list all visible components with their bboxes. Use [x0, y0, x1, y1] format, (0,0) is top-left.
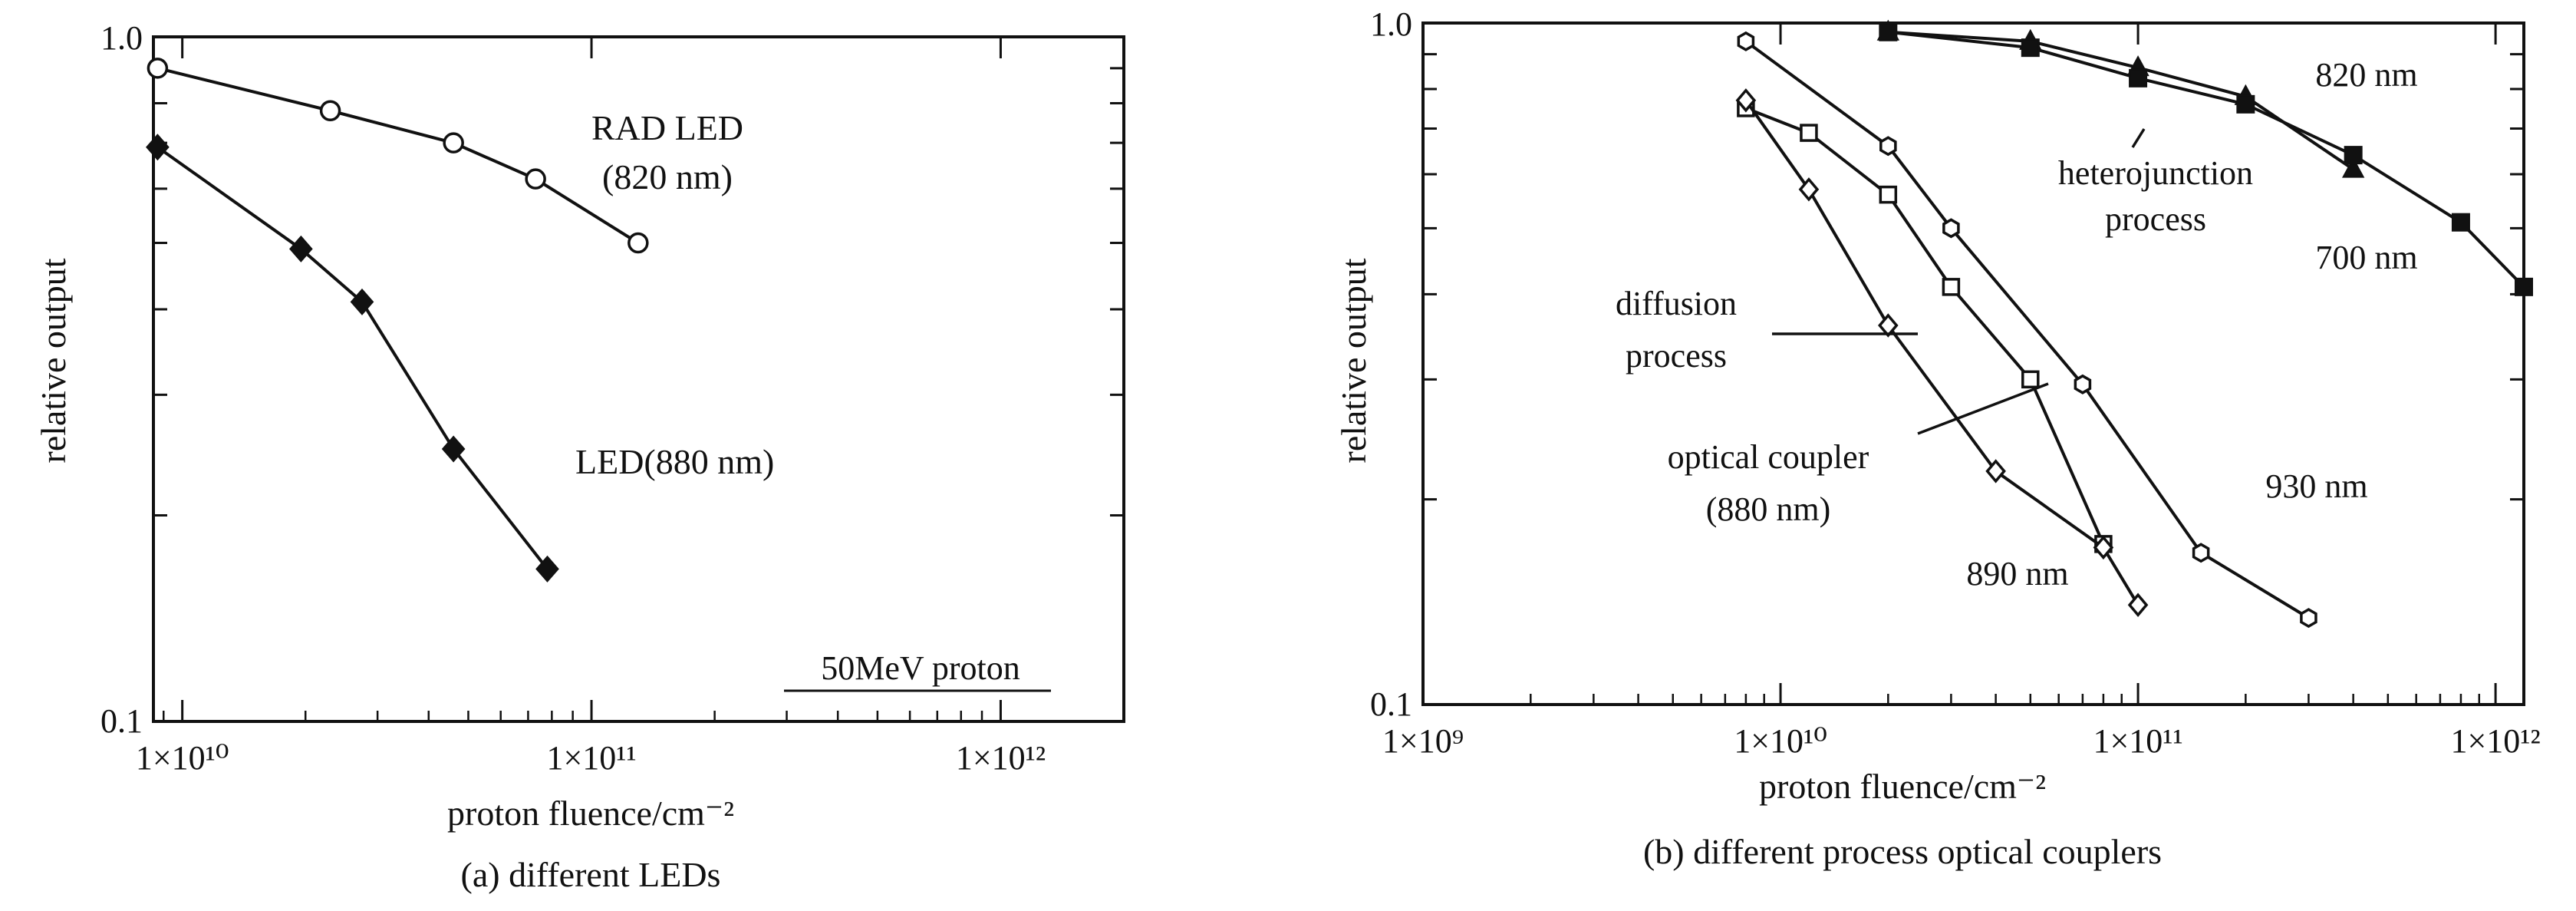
series-line: [156, 66, 639, 245]
data-point: [1942, 278, 1961, 296]
x-tick-label: 1×10¹¹: [2093, 722, 2182, 760]
annotation-label: (880 nm): [1706, 490, 1831, 528]
annotation-leader-line: [1917, 382, 2049, 435]
x-tick-label: 1×10¹⁰: [136, 739, 229, 777]
data-point: [147, 58, 169, 79]
annotation-label: 930 nm: [2265, 467, 2367, 505]
series-led-880-nm-: [146, 134, 559, 583]
data-point: [1942, 218, 1960, 239]
data-point: [2129, 68, 2148, 87]
series-700-nm: [1879, 22, 2533, 296]
x-axis-label: proton fluence/cm⁻²: [447, 794, 734, 833]
data-point: [1737, 31, 1755, 51]
plot-frame: [1421, 21, 2525, 706]
series-line: [1744, 99, 2140, 606]
y-tick-label: 0.1: [100, 702, 143, 740]
series-line: [1745, 107, 2105, 545]
data-point: [2021, 370, 2040, 389]
data-point: [2192, 543, 2210, 563]
data-point: [1879, 22, 1898, 41]
data-point: [628, 232, 649, 254]
series-890-nm: [1735, 88, 2149, 617]
panel-caption: (a) different LEDs: [461, 855, 721, 894]
series-line: [1744, 40, 2310, 619]
y-tick-label: 1.0: [1370, 5, 1412, 43]
annotation-label: 890 nm: [1966, 555, 2068, 592]
series-rad-led-820-nm-: [147, 58, 649, 254]
x-tick-label: 1×10¹²: [2450, 722, 2540, 760]
data-point: [319, 100, 341, 122]
data-point: [1879, 185, 1898, 204]
annotation-label: RAD LED: [591, 108, 743, 147]
data-point: [2021, 38, 2040, 58]
y-tick-label: 1.0: [100, 19, 143, 57]
series-930-nm: [1737, 31, 2317, 629]
annotation-label: process: [1626, 337, 1727, 375]
annotation-label: process: [2105, 200, 2206, 238]
data-point: [1878, 313, 1899, 338]
plot-frame: [152, 35, 1125, 723]
data-point: [535, 555, 559, 583]
data-point: [350, 288, 374, 315]
x-tick-label: 1×10⁹: [1382, 722, 1464, 760]
data-point: [1879, 136, 1897, 157]
data-point: [2093, 535, 2114, 560]
chart-panel-a: 1×10¹⁰ 1×10¹¹ 1×10¹² 0.1 1.0 proton fluence/c…: [34, 19, 1125, 894]
x-tick-label: 1×10¹¹: [546, 739, 636, 777]
annotation-label: diffusion: [1616, 285, 1737, 322]
data-point: [2300, 608, 2317, 629]
data-point: [2451, 213, 2470, 232]
data-point: [443, 132, 464, 153]
annotation-label: 700 nm: [2315, 239, 2417, 276]
annotation-label: optical coupler: [1668, 438, 1869, 476]
series-line: [156, 146, 549, 570]
y-axis-label: relative output: [1334, 258, 1373, 463]
data-point: [289, 235, 313, 262]
annotation-leader-line: [2131, 128, 2146, 148]
data-point: [525, 168, 546, 190]
y-axis-label: relative output: [34, 258, 73, 463]
x-tick-label: 1×10¹⁰: [1734, 722, 1827, 760]
annotation-label: 820 nm: [2315, 56, 2417, 94]
data-point: [2127, 592, 2149, 617]
annotation-label: LED(880 nm): [575, 442, 774, 481]
series-line: [1888, 30, 2354, 171]
annotation-label: 50MeV proton: [821, 649, 1020, 687]
data-point: [2236, 94, 2255, 114]
data-point: [2344, 146, 2363, 165]
data-point: [1798, 177, 1820, 202]
data-point: [2341, 157, 2365, 178]
x-tick-label: 1×10¹²: [956, 739, 1046, 777]
data-point: [146, 134, 170, 161]
panel-caption: (b) different process optical couplers: [1643, 832, 2162, 871]
data-point: [1735, 88, 1757, 113]
annotation-label: heterojunction: [2058, 154, 2253, 192]
annotation-label: (820 nm): [602, 157, 733, 196]
x-axis-label: proton fluence/cm⁻²: [1759, 767, 2046, 806]
data-point: [1985, 459, 2006, 484]
y-tick-label: 0.1: [1370, 685, 1412, 723]
data-point: [1800, 124, 1818, 142]
data-point: [2074, 374, 2092, 394]
data-point: [2515, 277, 2533, 296]
chart-panel-b: 1×10⁹ 1×10¹⁰ 1×10¹¹ 1×10¹² 0.1 1.0 proton flue…: [1334, 5, 2541, 871]
data-point: [441, 435, 466, 463]
